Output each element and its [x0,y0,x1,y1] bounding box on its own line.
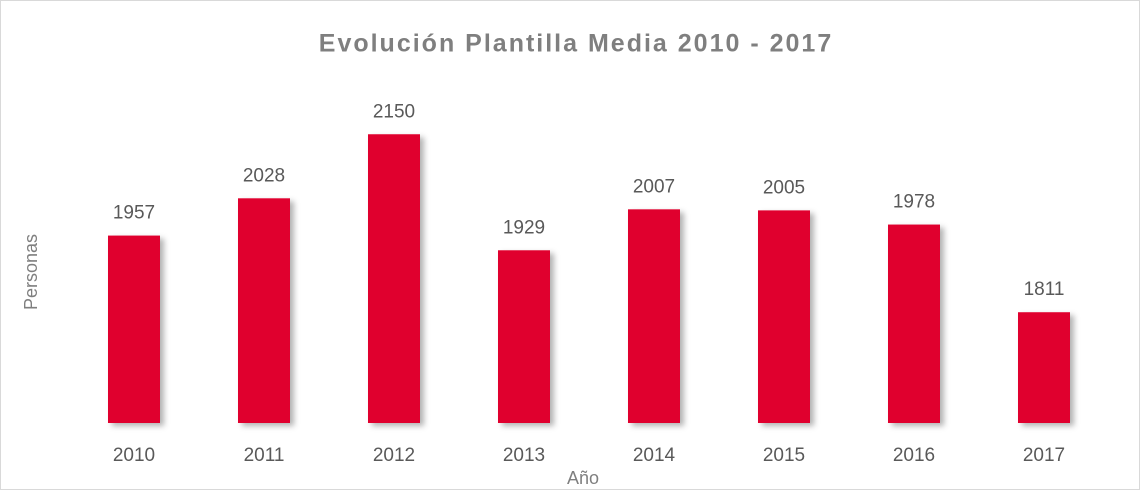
bar [758,210,810,423]
bar [238,198,290,423]
bar [108,235,160,423]
x-tick-label: 2014 [633,445,676,466]
chart-title: Evolución Plantilla Media 2010 - 2017 [319,30,833,58]
x-tick-label: 2011 [244,445,285,466]
x-tick-label: 2012 [373,445,415,466]
bar [1018,312,1070,423]
bar [888,224,940,423]
x-tick-label: 2010 [113,445,155,466]
data-label: 2150 [373,101,415,122]
bar [368,134,420,423]
data-label: 1957 [113,203,155,224]
x-tick-label: 2017 [1023,445,1065,466]
x-tick-label: 2016 [893,445,935,466]
bar [498,250,550,423]
x-tick-label: 2015 [763,445,805,466]
x-axis-title: Año [567,468,599,488]
data-label: 1978 [893,192,935,213]
data-label: 1929 [503,217,545,238]
data-label: 2028 [243,165,285,186]
data-label: 2007 [633,176,675,197]
data-label: 1811 [1024,279,1065,300]
data-label: 2005 [763,177,805,198]
bar [628,209,680,423]
x-tick-label: 2013 [503,445,545,466]
y-axis-title: Personas [21,234,41,310]
